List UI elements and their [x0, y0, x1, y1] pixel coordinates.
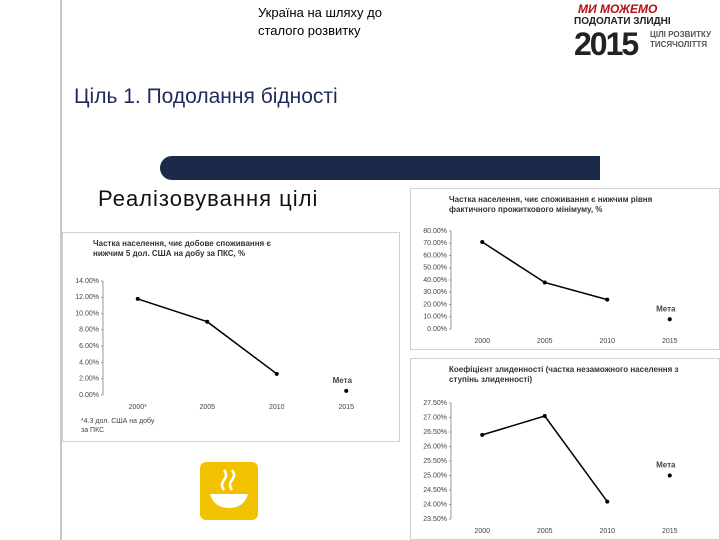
x-tick-label: 2005 [537, 338, 553, 345]
point [605, 297, 610, 302]
footnote: *4.3 дол. США на добу за ПКС [81, 418, 155, 434]
y-tick-label: 0.00% [427, 326, 447, 333]
y-tick-label: 4.00% [79, 359, 99, 366]
chart-title: Частка населення, чиє добове споживання … [93, 239, 271, 258]
food-icon-art [210, 469, 248, 508]
logo: МИ МОЖЕМО ПОДОЛАТИ ЗЛИДНІ 2015 ЦІЛІ РОЗВ… [572, 2, 712, 64]
chart: Частка населення, чиє добове споживання … [62, 232, 400, 442]
y-tick-label: 30.00% [423, 289, 447, 296]
food-icon [200, 462, 258, 520]
chart-plot: 23.50% 24.00% 24.50% 25.00% 25.50% 26.00% 26.5… [423, 400, 678, 535]
y-tick-label: 60.00% [423, 252, 447, 259]
y-tick-label: 10.00% [75, 310, 99, 317]
y-tick-label: 24.00% [423, 501, 447, 508]
x-tick-label: 2010 [599, 528, 615, 535]
x-tick-label: 2005 [537, 528, 553, 535]
target-label: Мета [656, 304, 676, 313]
line [482, 415, 608, 503]
point [542, 414, 547, 419]
point [205, 319, 210, 324]
point [605, 499, 610, 504]
y-tick-label: 14.00% [75, 278, 99, 285]
y-tick-label: 70.00% [423, 240, 447, 247]
target-point [344, 388, 349, 393]
y-tick-label: 2.00% [79, 376, 99, 383]
x-tick-label: 2010 [599, 338, 615, 345]
y-tick-label: 27.00% [423, 414, 447, 421]
line [481, 241, 608, 301]
y-tick-label: 40.00% [423, 277, 447, 284]
point [542, 280, 547, 285]
logo-top: МИ МОЖЕМО [578, 2, 658, 16]
chart-plot: 0.00% 2.00% 4.00% 6.00% 8.00% 10.00% 12.00% 14.… [75, 278, 354, 411]
y-tick-label: 25.00% [423, 472, 447, 479]
x-tick-label: 2015 [662, 528, 678, 535]
x-tick-label: 2000* [129, 404, 148, 411]
x-tick-label: 2010 [269, 404, 285, 411]
chart-plot: 0.00% 10.00% 20.00% 30.00% 40.00% 50.00% 60.00… [423, 228, 678, 345]
x-tick-label: 2015 [662, 338, 678, 345]
y-tick-label: 26.50% [423, 429, 447, 436]
target-point [667, 317, 672, 322]
y-tick-label: 80.00% [423, 228, 447, 235]
y-tick-label: 6.00% [79, 343, 99, 350]
y-tick-label: 10.00% [423, 314, 447, 321]
side-strip [0, 0, 62, 540]
x-tick-label: 2000 [474, 338, 490, 345]
point [480, 432, 485, 437]
y-tick-label: 0.00% [79, 392, 99, 399]
chart-title: Частка населення, чиє споживання є нижчи… [449, 195, 653, 214]
chart: Частка населення, чиє споживання є нижчи… [410, 188, 720, 350]
point [480, 240, 485, 245]
caption: Україна на шляху до сталого розвитку [258, 5, 382, 38]
subtitle: Реалізовування цілі [98, 186, 319, 211]
y-tick-label: 26.00% [423, 443, 447, 450]
x-tick-label: 2005 [199, 404, 215, 411]
divider-bar [160, 156, 600, 180]
chart: Коефіцієнт злиденності (частка незаможно… [410, 358, 720, 540]
y-tick-label: 27.50% [423, 400, 447, 407]
y-tick-label: 50.00% [423, 265, 447, 272]
x-tick-label: 2015 [338, 404, 354, 411]
y-tick-label: 23.50% [423, 516, 447, 523]
logo-year: 2015 [574, 26, 639, 62]
y-tick-label: 8.00% [79, 327, 99, 334]
y-tick-label: 20.00% [423, 301, 447, 308]
y-tick-label: 24.50% [423, 487, 447, 494]
x-tick-label: 2000 [474, 528, 490, 535]
logo-side: ЦІЛІ РОЗВИТКУ ТИСЯЧОЛІТТЯ [650, 30, 712, 49]
chart-title: Коефіцієнт злиденності (частка незаможно… [449, 365, 679, 384]
logo-middle: ПОДОЛАТИ ЗЛИДНІ [574, 16, 671, 27]
line [137, 298, 278, 375]
target-label: Мета [333, 376, 353, 385]
point [135, 296, 140, 301]
target-label: Мета [656, 461, 676, 470]
point [274, 371, 279, 376]
slide-title: Ціль 1. Подолання бідності [74, 85, 338, 108]
target-point [667, 473, 672, 478]
y-tick-label: 25.50% [423, 458, 447, 465]
y-tick-label: 12.00% [75, 294, 99, 301]
